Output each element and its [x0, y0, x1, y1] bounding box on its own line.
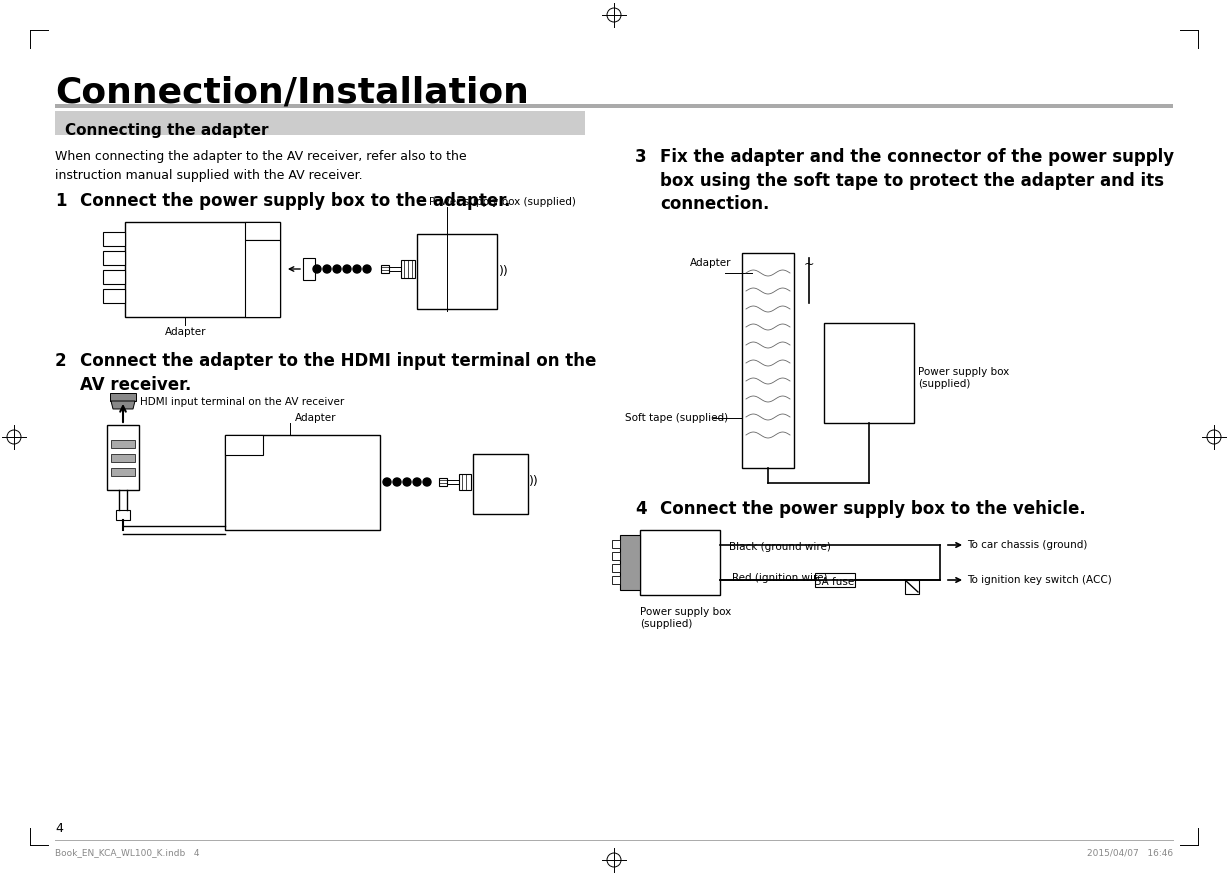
- Text: Connection/Installation: Connection/Installation: [55, 75, 529, 109]
- Bar: [111, 454, 135, 462]
- Circle shape: [393, 478, 402, 486]
- Circle shape: [343, 265, 351, 273]
- Bar: [111, 440, 135, 448]
- Circle shape: [413, 478, 421, 486]
- Bar: [640, 530, 720, 595]
- Bar: [418, 234, 497, 309]
- Text: Fix the adapter and the connector of the power supply
box using the soft tape to: Fix the adapter and the connector of the…: [659, 148, 1174, 214]
- Text: Soft tape (supplied): Soft tape (supplied): [625, 413, 728, 423]
- Circle shape: [352, 265, 361, 273]
- Text: Red (ignition wire): Red (ignition wire): [732, 573, 828, 583]
- Text: 5A fuse: 5A fuse: [815, 577, 855, 587]
- Bar: [742, 253, 795, 468]
- Bar: [103, 270, 125, 284]
- Text: 4: 4: [635, 500, 647, 518]
- Text: When connecting the adapter to the AV receiver, refer also to the
instruction ma: When connecting the adapter to the AV re…: [55, 150, 467, 181]
- Text: 3: 3: [635, 148, 647, 166]
- Text: Adapter: Adapter: [690, 258, 732, 268]
- Text: Connect the power supply box to the vehicle.: Connect the power supply box to the vehi…: [659, 500, 1086, 518]
- Text: )): )): [529, 475, 539, 488]
- Text: Adapter: Adapter: [295, 413, 336, 423]
- Text: Power supply box (supplied): Power supply box (supplied): [429, 197, 576, 207]
- Bar: [303, 258, 316, 280]
- Polygon shape: [111, 401, 135, 409]
- Text: 2: 2: [55, 352, 66, 370]
- Bar: [225, 435, 379, 530]
- Bar: [612, 552, 620, 560]
- Text: )): )): [499, 264, 508, 277]
- Bar: [246, 240, 280, 317]
- Bar: [55, 104, 1173, 108]
- Text: To ignition key switch (ACC): To ignition key switch (ACC): [966, 575, 1111, 585]
- Circle shape: [422, 478, 431, 486]
- Text: ~: ~: [804, 258, 814, 271]
- Text: HDMI input terminal on the AV receiver: HDMI input terminal on the AV receiver: [140, 397, 344, 407]
- Text: 1: 1: [55, 192, 66, 210]
- Bar: [815, 573, 855, 587]
- Bar: [103, 232, 125, 246]
- Bar: [438, 478, 447, 486]
- Bar: [824, 323, 914, 423]
- Text: Black (ground wire): Black (ground wire): [729, 542, 831, 552]
- Text: Book_EN_KCA_WL100_K.indb   4: Book_EN_KCA_WL100_K.indb 4: [55, 848, 199, 857]
- Text: Connect the power supply box to the adapter.: Connect the power supply box to the adap…: [80, 192, 511, 210]
- Circle shape: [363, 265, 371, 273]
- Bar: [107, 425, 139, 490]
- Circle shape: [403, 478, 411, 486]
- Bar: [473, 454, 528, 514]
- Bar: [905, 580, 919, 594]
- Bar: [612, 540, 620, 548]
- Bar: [115, 510, 130, 520]
- Text: Connect the adapter to the HDMI input terminal on the
AV receiver.: Connect the adapter to the HDMI input te…: [80, 352, 597, 394]
- Bar: [111, 468, 135, 476]
- Bar: [225, 435, 263, 455]
- Bar: [612, 576, 620, 584]
- Text: To car chassis (ground): To car chassis (ground): [966, 540, 1087, 550]
- Bar: [246, 222, 280, 240]
- Bar: [111, 393, 136, 401]
- Bar: [55, 111, 585, 135]
- Circle shape: [383, 478, 391, 486]
- Bar: [103, 251, 125, 265]
- Circle shape: [323, 265, 332, 273]
- Text: 4: 4: [55, 822, 63, 835]
- Circle shape: [313, 265, 321, 273]
- Bar: [402, 260, 415, 278]
- Text: Power supply box
(supplied): Power supply box (supplied): [919, 368, 1009, 388]
- Text: Power supply box
(supplied): Power supply box (supplied): [640, 607, 731, 628]
- Bar: [459, 474, 472, 490]
- Bar: [103, 289, 125, 303]
- Bar: [381, 265, 389, 273]
- Bar: [125, 222, 280, 317]
- Bar: [612, 564, 620, 572]
- Text: 2015/04/07   16:46: 2015/04/07 16:46: [1087, 848, 1173, 857]
- Text: Connecting the adapter: Connecting the adapter: [65, 123, 269, 138]
- Bar: [620, 535, 640, 590]
- Circle shape: [333, 265, 341, 273]
- Text: Adapter: Adapter: [165, 327, 206, 337]
